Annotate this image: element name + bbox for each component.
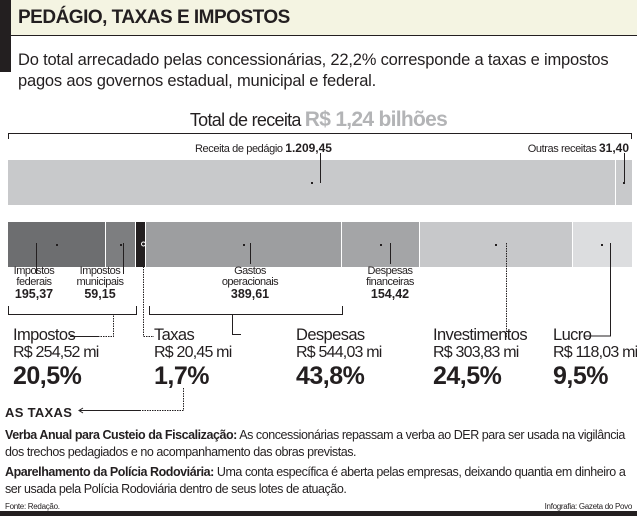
as-taxas-heading: AS TAXAS (5, 405, 73, 420)
page-title: PEDÁGIO, TAXAS E IMPOSTOS (18, 7, 290, 28)
lead-text: Do total arrecadado pelas concessionária… (18, 51, 609, 90)
taxa-item: Aparelhamento da Polícia Rodoviária: Uma… (5, 465, 626, 496)
group-impostos: Impostos R$ 254,52 mi 20,5% (13, 326, 99, 390)
header-band (0, 0, 637, 36)
group-investimentos: Investimentos R$ 303,83 mi 24,5% (433, 326, 528, 390)
source-note: Fonte: Redação. (5, 502, 60, 511)
credit-note: Infografia: Gazeta do Povo (544, 502, 633, 511)
group-despesas: Despesas R$ 544,03 mi 43,8% (296, 326, 382, 390)
total-value: R$ 1,24 bilhões (304, 108, 448, 131)
total-revenue: Total de receita R$ 1,24 bilhões (0, 108, 637, 132)
segment-dot (243, 243, 246, 246)
segment-dot (601, 243, 604, 246)
bar-segment-taxas (135, 222, 146, 267)
label-despesas-financeiras: Despesas financeiras 154,42 (366, 265, 414, 301)
group-taxas: Taxas R$ 20,45 mi 1,7% (154, 326, 232, 390)
taxa-item: Verba Anual para Custeio da Fiscalização… (5, 428, 625, 459)
bottom-rule (0, 511, 637, 516)
total-label: Total de receita (189, 110, 302, 130)
impostos-bracket (8, 306, 137, 315)
label-impostos-federais: Impostos federais 195,37 (13, 265, 55, 301)
segment-dot (311, 181, 314, 184)
header-accent-bar (0, 0, 11, 72)
segment-dot (56, 243, 59, 246)
total-bracket (8, 133, 632, 139)
segment-dot (495, 243, 498, 246)
segment-dot (380, 243, 383, 246)
label-outras-receitas: Outras receitas 31,40 (527, 141, 629, 155)
despesas-bracket (149, 306, 343, 315)
segment-dot (120, 243, 123, 246)
label-impostos-municipais: Impostos municipais 59,15 (76, 265, 124, 301)
label-gastos-operacionais: Gastos operacionais 389,61 (221, 265, 279, 301)
label-receita-pedagio: Receita de pedágio 1.209,45 (195, 141, 332, 155)
group-lucro: Lucro R$ 118,03 mi 9,5% (553, 326, 637, 390)
